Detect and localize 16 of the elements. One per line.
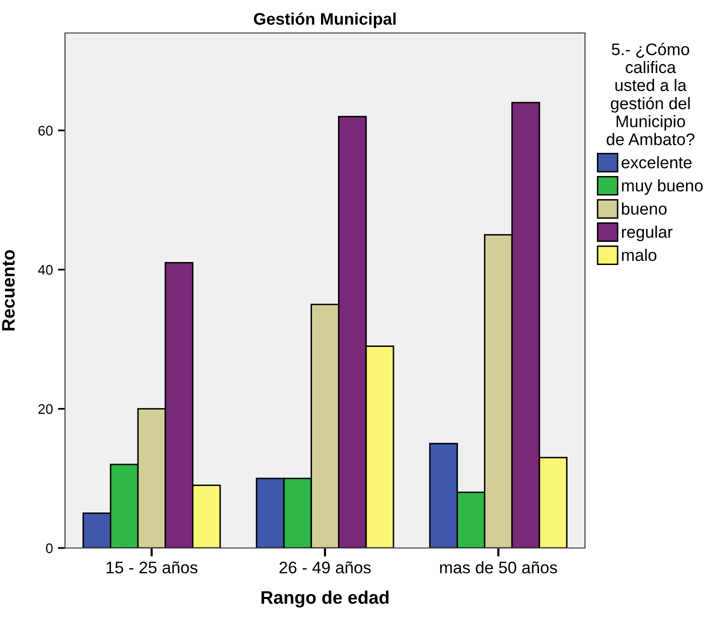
legend-label: bueno — [622, 202, 667, 215]
x-tick-label: 15 - 25 años — [106, 561, 198, 574]
y-tick-label: 60 — [38, 126, 53, 136]
legend-title: 5.- ¿Cómo califica usted a la gestión del Municipio de Ambato? — [606, 42, 694, 146]
x-tick-label: 26 - 49 años — [280, 561, 371, 574]
y-tick-label: 20 — [38, 404, 53, 414]
x-axis-title: Rango de edad — [262, 590, 389, 608]
x-tick-label: mas de 50 años — [440, 561, 558, 574]
legend-label: malo — [622, 248, 656, 262]
legend-label: muy bueno — [622, 179, 703, 195]
chart-title: Gestión Municipal — [254, 12, 396, 28]
y-axis-title: Recuento — [2, 250, 15, 330]
legend-label: excelente — [622, 156, 692, 168]
legend-label: regular — [622, 226, 673, 242]
y-tick-label: 0 — [46, 543, 53, 554]
y-tick-label: 40 — [38, 264, 53, 275]
